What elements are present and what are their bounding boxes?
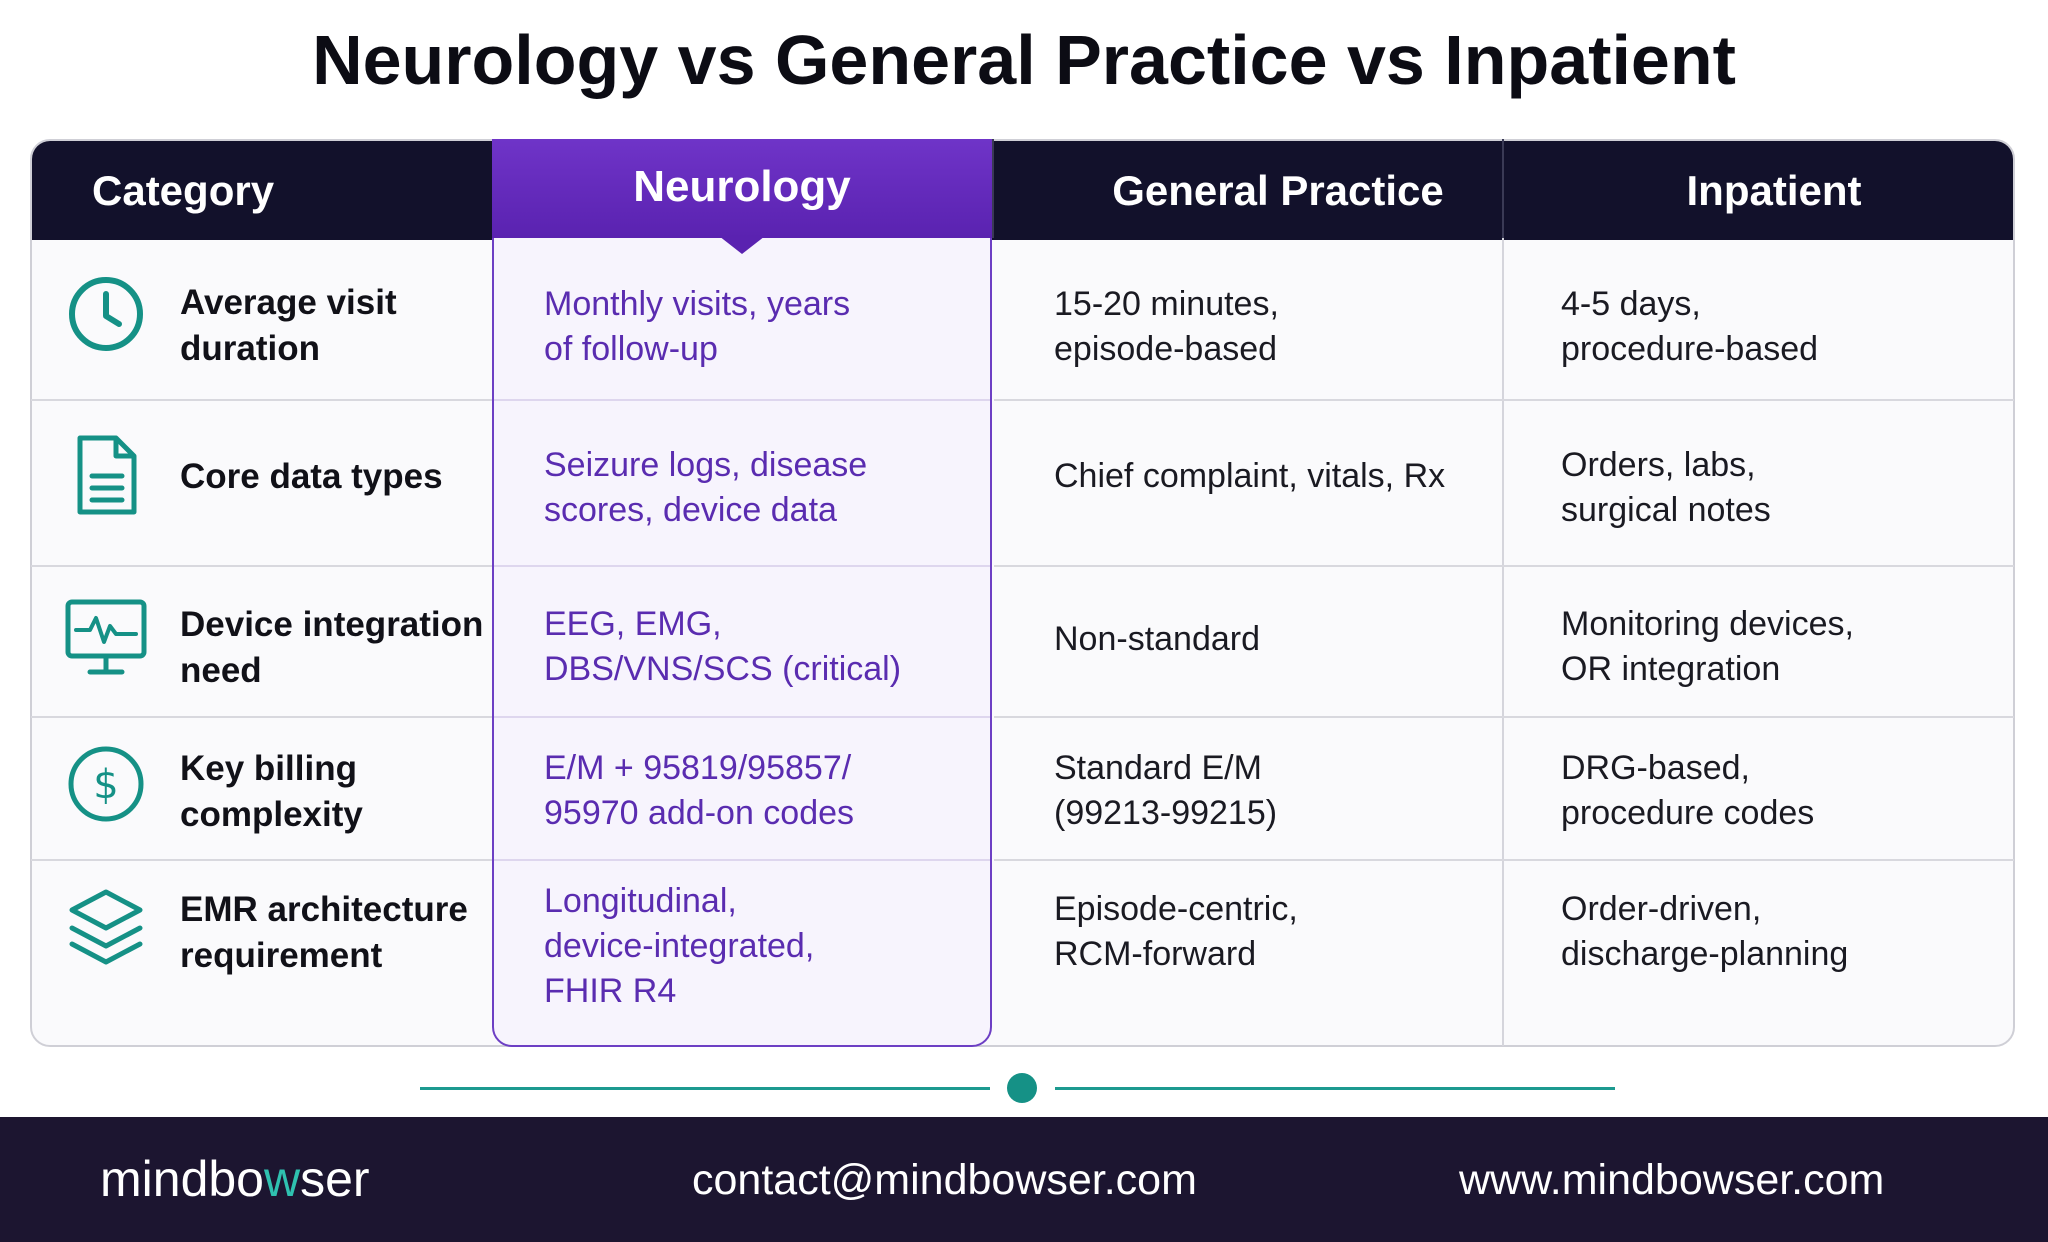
footer-bar (0, 1117, 2048, 1242)
decorative-divider-dot (1007, 1073, 1037, 1103)
header-divider (992, 139, 994, 238)
contact-email[interactable]: contact@mindbowser.com (692, 1156, 1197, 1204)
neurology-header-pointer (719, 236, 765, 254)
header-divider (1502, 139, 1504, 238)
row-label-emr-architecture-requirement: EMR architecture requirement (180, 890, 468, 975)
neurology-cell: E/M + 95819/95857/ 95970 add-on codes (544, 749, 855, 832)
row-label-key-billing-complexity: Key billing complexity (180, 749, 363, 834)
row-divider (31, 716, 492, 718)
inpatient-cell: 4-5 days, procedure-based (1561, 285, 1819, 368)
general-practice-cell: Episode-centric, RCM-forward (1054, 890, 1298, 973)
row-divider (494, 399, 990, 401)
neurology-cell: EEG, EMG, DBS/VNS/SCS (critical) (544, 605, 902, 688)
website-link[interactable]: www.mindbowser.com (1459, 1156, 1885, 1204)
comparison-table: Category General Practice Inpatient (30, 139, 2015, 1047)
table-header (32, 141, 2013, 240)
svg-text:$: $ (93, 762, 118, 808)
row-divider (494, 565, 990, 567)
general-practice-cell: Non-standard (1054, 620, 1261, 658)
column-divider (1502, 238, 1504, 1046)
page-title: Neurology vs General Practice vs Inpatie… (312, 21, 1736, 99)
row-divider (994, 565, 2014, 567)
row-label-average-visit-duration: Average visit duration (180, 283, 397, 368)
row-divider (31, 565, 492, 567)
dollar-icon: $ (68, 746, 144, 822)
neurology-cell: Seizure logs, disease scores, device dat… (544, 446, 868, 529)
inpatient-cell: Monitoring devices, OR integration (1561, 605, 1854, 688)
row-divider (994, 399, 2014, 401)
general-practice-cell: Chief complaint, vitals, Rx (1054, 457, 1446, 495)
layers-icon (69, 889, 143, 965)
row-divider (494, 716, 990, 718)
neurology-column-highlight (492, 139, 992, 1047)
row-divider (31, 399, 492, 401)
clock-icon (69, 277, 143, 351)
neurology-cell: Monthly visits, years of follow-up (544, 285, 851, 368)
inpatient-cell: Order-driven, discharge-planning (1561, 890, 1849, 973)
decorative-divider-left (420, 1087, 990, 1090)
decorative-divider-right (1055, 1087, 1615, 1090)
row-divider (994, 859, 2014, 861)
row-divider (31, 859, 492, 861)
row-label-core-data-types: Core data types (180, 457, 443, 496)
monitor-heartbeat-icon (65, 599, 147, 675)
header-inpatient: Inpatient (1686, 167, 1862, 214)
neurology-cell: Longitudinal, device-integrated, FHIR R4 (544, 882, 815, 1010)
inpatient-cell: DRG-based, procedure codes (1561, 749, 1815, 832)
general-practice-cell: 15-20 minutes, episode-based (1054, 285, 1279, 368)
row-divider (994, 716, 2014, 718)
header-category: Category (92, 167, 275, 214)
header-neurology: Neurology (492, 139, 992, 238)
inpatient-cell: Orders, labs, surgical notes (1561, 446, 1771, 529)
document-icon (77, 435, 137, 515)
header-general-practice: General Practice (1112, 167, 1444, 214)
row-label-device-integration-need: Device integration need (180, 605, 484, 690)
row-divider (494, 859, 990, 861)
mindbowser-logo: mindbowser (100, 1151, 370, 1207)
general-practice-cell: Standard E/M (99213-99215) (1054, 749, 1278, 832)
